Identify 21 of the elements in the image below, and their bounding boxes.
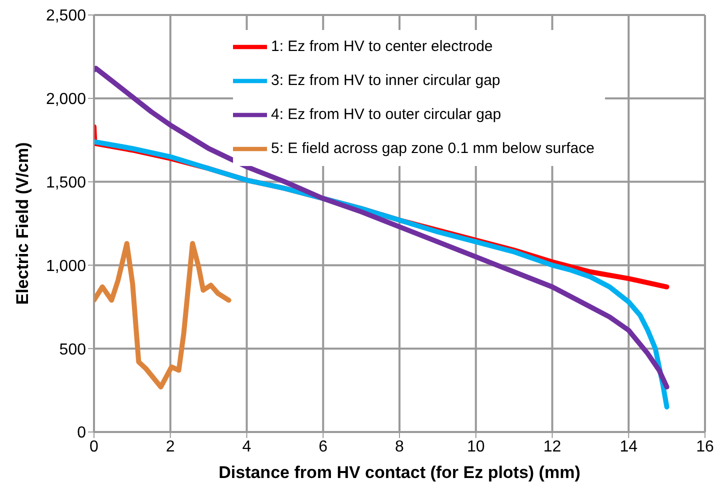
x-tick-label: 10 — [466, 438, 485, 456]
y-tick-label: 500 — [59, 341, 86, 358]
y-tick-label: 2,000 — [46, 91, 86, 108]
x-tick-label: 4 — [242, 438, 252, 456]
x-tick-label: 14 — [620, 438, 638, 456]
x-tick-label: 0 — [90, 438, 99, 456]
legend-label: 3: Ez from HV to inner circular gap — [271, 72, 500, 89]
legend-label: 1: Ez from HV to center electrode — [271, 38, 493, 55]
y-tick-label: 2,500 — [46, 8, 86, 25]
x-tick-label: 8 — [395, 438, 404, 456]
y-tick-label: 0 — [77, 424, 86, 442]
x-tick-label: 6 — [318, 438, 328, 456]
legend-label: 5: E field across gap zone 0.1 mm below surface — [271, 140, 594, 157]
x-axis-title: Distance from HV contact (for Ez plots) (mm) — [218, 463, 580, 482]
x-tick-label: 2 — [166, 438, 175, 456]
y-tick-label: 1,500 — [46, 174, 86, 192]
y-axis-title: Electric Field (V/cm) — [13, 142, 32, 305]
y-tick-label: 1,000 — [46, 258, 86, 275]
legend-label: 4: Ez from HV to outer circular gap — [271, 106, 502, 123]
x-tick-label: 12 — [543, 438, 562, 456]
x-tick-label: 16 — [696, 438, 714, 456]
